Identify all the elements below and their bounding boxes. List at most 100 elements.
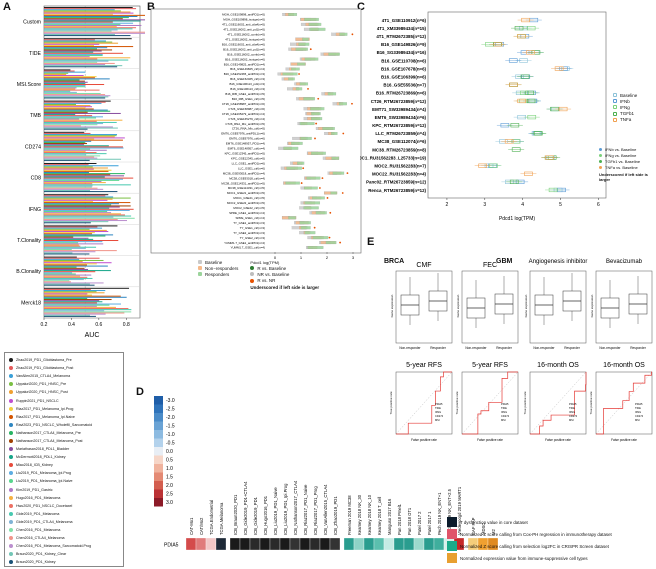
d-heat-cell [279, 537, 291, 551]
auc-bar [44, 182, 106, 184]
auc-bar [44, 41, 113, 43]
auc-bar [44, 120, 97, 122]
auc-bar [44, 273, 76, 275]
auc-bar [44, 197, 131, 199]
d-legend-swatch [447, 529, 457, 539]
auc-bar [44, 284, 95, 286]
legend-label: Nathanson2017_CTLA4_Melanoma_Post [16, 438, 83, 443]
d-heat-cell [423, 537, 435, 551]
panel-e-chart: CMF Gene expression Non-responder Responder… [389, 259, 653, 442]
auc-bar [44, 52, 123, 54]
auc-bar [44, 158, 122, 160]
legend-item: Riaz2017_PD1_Melanoma_Ipi.Prog [9, 405, 119, 413]
b-box [299, 221, 311, 225]
c-legend-label: Baseline [620, 92, 638, 98]
auc-bar [44, 250, 117, 252]
d-col-label: MDSC [481, 523, 486, 535]
legend-item: Ruppin2021_PD1_NSCLC [9, 396, 119, 404]
b-row-label: TY_GSE2_ctrl(n=3) [240, 236, 265, 240]
auc-bar [44, 240, 119, 242]
e-box-title: Angiogenesis inhibitor [529, 259, 588, 265]
auc-bar [44, 53, 103, 55]
auc-bar [44, 186, 92, 188]
b-row-label: EMT6_GSE97976_ctrl(n=6) [229, 137, 265, 141]
auc-bar [44, 229, 107, 231]
e-roc-curve [396, 371, 452, 435]
d-col-label: Kearney 2018 NK_30 [357, 494, 362, 535]
b-row-label: MC38_GSE114331_ctrl(n=5) [228, 186, 265, 190]
legend-item: Chen2016_PD1_Melanoma [9, 526, 119, 534]
b-row-label: CT26_RNA_Mix_antiPD1(n=5) [225, 122, 265, 126]
d-col-label: Patel 2017 1 [427, 511, 432, 535]
panel-d-chart: -3.0 -2.5 -2.0 -1.5 -1.0 -0.5 0.0 0.5 1.0 1.5 2.0 2… [154, 396, 499, 551]
d-col-label: ICB_Riaz2017_PD1_Naive [303, 484, 308, 535]
e-roc-curve [462, 371, 518, 435]
auc-bar [44, 296, 127, 298]
b-box [312, 236, 329, 240]
legend-swatch [9, 382, 13, 387]
b-box [291, 67, 300, 71]
auc-bar [44, 261, 83, 263]
legend-swatch [9, 463, 13, 468]
e-roc-legend: CD274 [435, 414, 444, 418]
group-label-6: IFNG [29, 207, 41, 213]
d-col-label: CAT-Mo1 [189, 517, 194, 535]
auc-bar [44, 134, 118, 136]
d-scale-cell [154, 404, 163, 413]
legend-responders: Responders [205, 271, 230, 277]
auc-bar [44, 167, 108, 169]
d-scale-cell [154, 498, 163, 507]
b-row-label: B16_GSE152465_ctrl(n=3) [230, 77, 265, 81]
b-row-label: TY_GSE1_ctrl(n=3) [240, 226, 265, 230]
b-row-label: B16_GSE149825_ctrl(n=4) [230, 67, 265, 71]
c-row-label: Renca_RTM26723859(n=12) [368, 188, 426, 193]
legend-label: Gide2019_PD1_CTLA4_Melanoma [16, 519, 73, 524]
auc-bar [44, 174, 111, 176]
auc-bar [44, 44, 95, 46]
nr-vs-baseline-dot [250, 272, 255, 277]
d-heat-cell [299, 537, 311, 551]
auc-bar [44, 233, 93, 235]
auc-bar [44, 116, 103, 118]
auc-bar [44, 315, 96, 317]
r-vs-nr-dot [250, 278, 255, 283]
auc-bar [44, 209, 130, 211]
e-roc-legend: MSI [635, 418, 640, 422]
c-row-label: KPC_RTM26723859(n=12) [372, 123, 426, 128]
b-box [338, 102, 347, 106]
c-row-label: B16_RTM26723869(n=6) [376, 91, 427, 96]
legend-swatch [9, 487, 13, 492]
legend-item: Liu2019_PD1_Melanoma_Ipi.Naive [9, 477, 119, 485]
auc-bar [44, 109, 108, 111]
auc-bar [44, 123, 104, 125]
b-box [304, 186, 318, 190]
auc-bar [44, 303, 121, 305]
d-scale-label: 2.0 [166, 483, 173, 489]
e-roc-legend: PDIA5 [501, 402, 509, 406]
c-row-label: B16_GSE106399(n=6) [381, 74, 427, 79]
auc-bar [44, 32, 145, 34]
auc-bar [44, 7, 133, 9]
legend-swatch [9, 447, 13, 452]
legend-label: Chen2016_CTLA4_Melanoma [16, 536, 65, 541]
group-label-1: TIDE [29, 51, 41, 57]
c-legend2-dot [599, 153, 602, 157]
b-row-label: EMT6_GSE148957_PD1(n=4) [226, 142, 265, 146]
d-col-label: TCGA.Melanoma [219, 502, 224, 535]
auc-bar [44, 164, 89, 166]
e-roc-legend: PDIA5 [635, 402, 643, 406]
auc-bar [44, 38, 132, 40]
legend-swatch [9, 455, 13, 460]
panel-label-c: C [357, 1, 365, 13]
e-roc-ylabel: True positive rate [523, 391, 527, 414]
legend-swatch [9, 503, 13, 508]
auc-bar [44, 47, 108, 49]
auc-bar [44, 306, 116, 308]
e-roc-xlabel: False positive rate [477, 438, 503, 442]
auc-bar [44, 262, 112, 264]
b-box [312, 196, 325, 200]
auc-bar [44, 196, 114, 198]
b-box [298, 42, 310, 46]
auc-bar [44, 226, 98, 228]
auc-bar [44, 118, 80, 120]
